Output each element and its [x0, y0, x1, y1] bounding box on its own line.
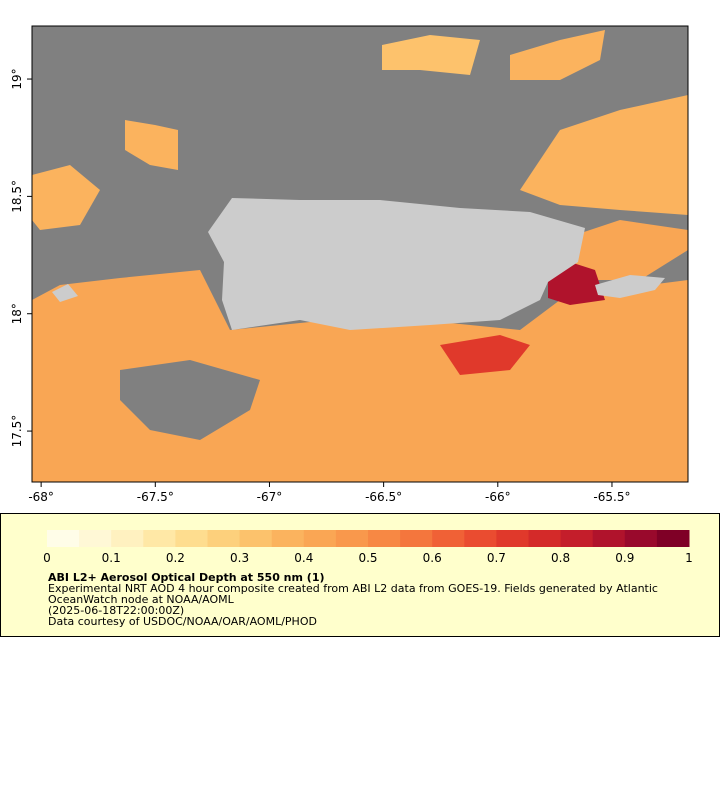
- info-title: ABI L2+ Aerosol Optical Depth at 550 nm …: [48, 571, 325, 584]
- colorbar-tick-label: 0.1: [102, 551, 121, 565]
- info-line: Experimental NRT AOD 4 hour composite cr…: [48, 582, 658, 595]
- colorbar-tick-label: 0.7: [487, 551, 506, 565]
- colorbar-tick-label: 0.6: [423, 551, 442, 565]
- colorbar-segment: [303, 530, 337, 547]
- y-tick-label: 17.5°: [10, 415, 24, 448]
- aod-region: [32, 165, 100, 230]
- colorbar-tick-label: 0.2: [166, 551, 185, 565]
- colorbar-tick-label: 0.9: [615, 551, 634, 565]
- colorbar-tick-label: 0: [43, 551, 51, 565]
- colorbar-tick-label: 0.5: [358, 551, 377, 565]
- axes: -68° -67.5° -67° -66.5° -66° -65.5° 19° 18.5° 18…: [10, 68, 630, 504]
- island: [208, 198, 585, 330]
- aod-region: [382, 35, 480, 75]
- colorbar-tick-label: 0.3: [230, 551, 249, 565]
- no-data-area: [120, 360, 260, 440]
- colorbar-segment: [335, 530, 369, 547]
- x-tick-label: -67°: [257, 490, 283, 504]
- colorbar-segment: [271, 530, 305, 547]
- aod-region: [510, 30, 605, 80]
- colorbar-segment: [656, 530, 690, 547]
- info-lines: Experimental NRT AOD 4 hour composite cr…: [48, 582, 658, 628]
- x-tick-label: -66.5°: [365, 490, 402, 504]
- colorbar-segment: [47, 530, 80, 547]
- colorbar-tick-label: 0.4: [294, 551, 313, 565]
- colorbar-segment: [143, 530, 176, 547]
- colorbar-segment: [496, 530, 529, 547]
- colorbar-segment: [111, 530, 144, 547]
- colorbar-segment: [79, 530, 112, 547]
- colorbar-segment: [432, 530, 465, 547]
- aod-region: [440, 335, 530, 375]
- y-tick-label: 19°: [10, 68, 24, 89]
- colorbar-segment: [239, 530, 273, 547]
- colorbar-segment: [368, 530, 401, 547]
- info-line: (2025-06-18T22:00:00Z): [48, 604, 184, 617]
- colorbar-segment: [560, 530, 594, 547]
- island: [595, 275, 665, 298]
- colorbar-segment: [624, 530, 658, 547]
- colorbar-segment: [207, 530, 241, 547]
- aod-region: [548, 262, 605, 305]
- x-tick-label: -66°: [485, 490, 511, 504]
- colorbar-segment: [400, 530, 433, 547]
- map-field: [32, 26, 688, 482]
- island: [52, 284, 78, 302]
- x-tick-label: -68°: [28, 490, 54, 504]
- aod-region: [125, 120, 178, 170]
- colorbar: 0 0.1 0.2 0.3 0.4 0.5 0.6 0.7 0.8 0.9 1: [43, 530, 693, 565]
- colorbar-tick-label: 0.8: [551, 551, 570, 565]
- info-line: OceanWatch node at NOAA/AOML: [48, 593, 235, 606]
- y-tick-label: 18.5°: [10, 180, 24, 213]
- colorbar-segment: [592, 530, 626, 547]
- aod-region: [520, 95, 688, 215]
- info-line: Data courtesy of USDOC/NOAA/OAR/AOML/PHO…: [48, 615, 317, 628]
- colorbar-segment: [175, 530, 208, 547]
- x-tick-label: -65.5°: [593, 490, 630, 504]
- aod-region: [560, 220, 688, 280]
- x-tick-label: -67.5°: [137, 490, 174, 504]
- map-frame: [31, 25, 689, 483]
- colorbar-segment: [464, 530, 497, 547]
- colorbar-tick-label: 1: [685, 551, 693, 565]
- y-tick-label: 18°: [10, 303, 24, 324]
- colorbar-segment: [528, 530, 562, 547]
